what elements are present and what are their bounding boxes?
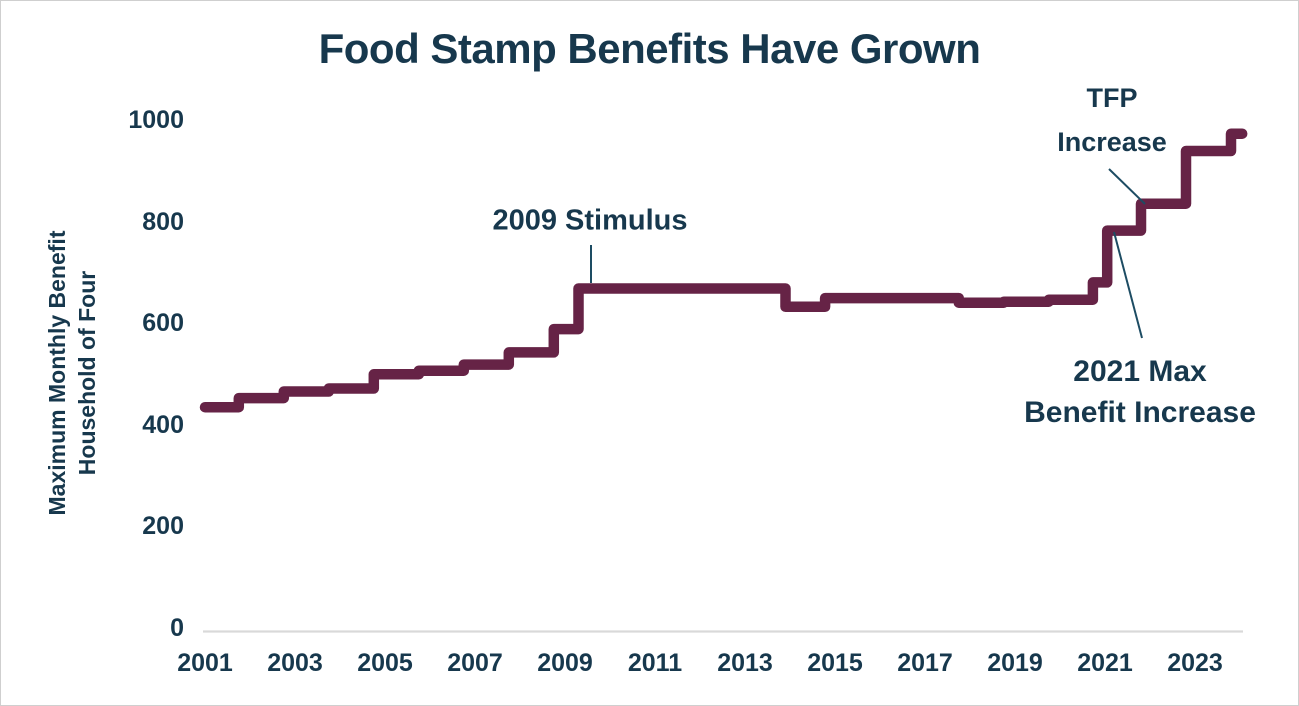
x-tick-label: 2009 [537, 649, 593, 677]
x-tick-label: 2023 [1167, 649, 1223, 677]
annotation-2021-max-benefit: 2021 Max Benefit Increase [1024, 351, 1256, 433]
x-tick-label: 2015 [807, 649, 863, 677]
x-tick-label: 2021 [1077, 649, 1133, 677]
tfp-increase-leader-line [1108, 168, 1146, 205]
max-benefit-leader-line [1113, 231, 1143, 339]
x-tick-label: 2005 [357, 649, 413, 677]
y-axis-title-line1: Maximum Monthly Benefit [44, 230, 70, 516]
x-tick-label: 2019 [987, 649, 1043, 677]
x-tick-label: 2011 [627, 649, 683, 677]
chart-title: Food Stamp Benefits Have Grown [318, 25, 981, 72]
x-tick-label: 2007 [447, 649, 503, 677]
y-tick-label: 200 [142, 512, 184, 540]
y-tick-label: 400 [142, 410, 184, 439]
y-tick-label: 600 [142, 309, 184, 337]
x-tick-label: 2013 [717, 649, 773, 677]
y-axis-title: Maximum Monthly Benefit Household of Fou… [42, 231, 102, 516]
benefit-step-line [199, 128, 1248, 413]
y-tick-label: 1000 [128, 106, 184, 134]
annotation-2021-line1: 2021 Max [1073, 355, 1207, 388]
annotation-2021-line2: Benefit Increase [1024, 396, 1256, 429]
y-tick-label: 0 [170, 613, 184, 642]
annotation-tfp-increase: TFP Increase [1057, 76, 1167, 164]
x-tick-label: 2003 [267, 649, 323, 677]
annotation-tfp-line1: TFP [1086, 83, 1138, 113]
y-tick-label: 800 [142, 207, 184, 236]
x-tick-label: 2017 [897, 649, 953, 677]
y-axis-title-line2: Household of Four [74, 270, 100, 476]
annotation-2009-stimulus: 2009 Stimulus [492, 204, 688, 237]
x-tick-label: 2001 [177, 649, 233, 677]
annotation-tfp-line2: Increase [1057, 127, 1167, 157]
